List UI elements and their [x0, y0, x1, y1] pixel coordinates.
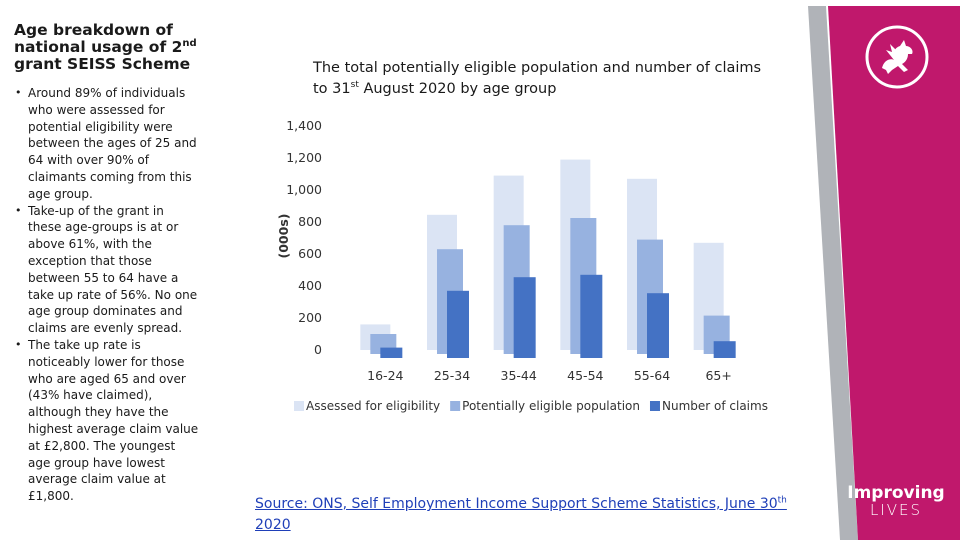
- slide-title: Age breakdown of national usage of 2nd g…: [14, 22, 200, 73]
- bullet-item: Around 89% of individuals who were asses…: [14, 85, 200, 203]
- dragon-crest-icon: [865, 25, 929, 89]
- slide-title-main: Age breakdown of national usage of 2: [14, 21, 183, 56]
- legend-swatch: [649, 401, 660, 411]
- legend-label: Assessed for eligibility: [306, 399, 440, 413]
- slide-title-tail: grant SEISS Scheme: [14, 55, 191, 73]
- bar-2-55-64: [647, 293, 669, 358]
- chart-title-sup: st: [350, 80, 359, 91]
- bar-2-25-34: [447, 290, 469, 358]
- brand-band: [806, 0, 960, 540]
- brand-line1: Improving: [847, 483, 945, 503]
- x-tick-label: 16-24: [367, 368, 403, 383]
- legend-swatch: [294, 401, 304, 411]
- source-sup: th: [777, 495, 787, 506]
- y-tick-label: 1,200: [286, 150, 322, 165]
- bullet-item: Take-up of the grant in these age-groups…: [14, 203, 200, 337]
- slide-title-sup: nd: [182, 37, 197, 49]
- x-tick-label: 45-54: [567, 368, 603, 383]
- x-tick-label: 25-34: [434, 368, 470, 383]
- x-tick-label: 65+: [705, 368, 731, 383]
- bar-2-35-44: [513, 277, 536, 358]
- chart-title-line1: The total potentially eligible populatio…: [313, 60, 762, 76]
- y-axis-label: (000s): [276, 214, 291, 259]
- y-tick-label: 600: [298, 246, 322, 261]
- chart-title: The total potentially eligible populatio…: [313, 58, 793, 100]
- y-tick-label: 0: [314, 342, 322, 357]
- brand-band-shadow: [808, 6, 858, 540]
- legend-swatch: [450, 401, 461, 411]
- bullet-item: The take up rate is noticeably lower for…: [14, 337, 200, 505]
- left-panel: Age breakdown of national usage of 2nd g…: [14, 22, 200, 505]
- y-tick-label: 400: [298, 278, 322, 293]
- source-year: 2020: [255, 517, 291, 533]
- brand-logo-text: Improving LIVES: [846, 484, 946, 518]
- legend-label: Potentially eligible population: [462, 399, 640, 413]
- chart-title-line2-post: August 2020 by age group: [358, 81, 557, 97]
- y-tick-label: 200: [298, 310, 322, 325]
- source-text: Source: ONS, Self Employment Income Supp…: [255, 496, 778, 512]
- chart-title-line2-pre: to 31: [313, 81, 351, 97]
- bar-chart: 0 200 400 600 800 1,000 1,200 1,400 (000s) 16-24 2…: [276, 118, 772, 413]
- y-tick-label: 800: [298, 214, 322, 229]
- y-tick-label: 1,000: [286, 182, 322, 197]
- x-tick-label: 35-44: [501, 368, 537, 383]
- x-tick-label: 55-64: [634, 368, 670, 383]
- source-link[interactable]: Source: ONS, Self Employment Income Supp…: [255, 494, 815, 536]
- brand-line2: LIVES: [869, 501, 923, 519]
- y-tick-label: 1,400: [286, 118, 322, 133]
- bar-2-16-24: [380, 347, 403, 358]
- legend-label: Number of claims made: [662, 399, 772, 413]
- bullet-list: Around 89% of individuals who were asses…: [14, 85, 200, 505]
- bar-2-65-: [713, 341, 736, 358]
- bar-2-45-54: [580, 274, 603, 358]
- brand-band-shape: [828, 6, 960, 540]
